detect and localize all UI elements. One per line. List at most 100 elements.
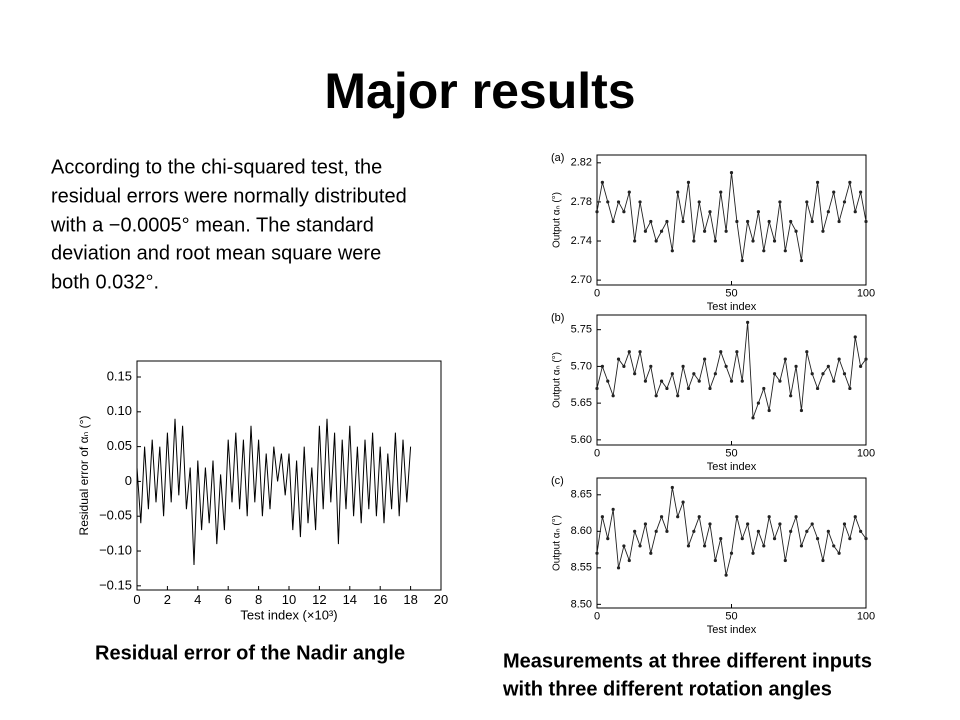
data-point (859, 190, 863, 194)
data-point (794, 364, 798, 369)
data-point (832, 190, 836, 194)
data-point (751, 239, 755, 243)
data-line (596, 322, 867, 418)
data-point (794, 515, 798, 519)
y-tick-label: −0.10 (99, 542, 132, 557)
data-point (740, 258, 744, 263)
data-point (633, 239, 637, 243)
x-tick-label: 0 (133, 592, 140, 607)
data-point (815, 180, 820, 184)
y-tick-label: 2.82 (571, 157, 592, 169)
data-point (762, 249, 766, 253)
data-point (676, 190, 680, 194)
panel-label: (c) (551, 475, 564, 487)
data-point (740, 537, 744, 541)
data-point (853, 210, 857, 214)
data-point (670, 372, 674, 376)
data-point (627, 350, 631, 354)
x-tick-label: 100 (857, 448, 875, 460)
x-axis-label: Test index (707, 461, 757, 473)
y-tick-label: 2.78 (571, 196, 592, 208)
data-point (772, 372, 777, 376)
data-point (643, 379, 648, 383)
data-point (799, 544, 804, 548)
y-tick-label: 8.65 (571, 489, 592, 501)
data-point (756, 529, 761, 533)
data-point (756, 210, 761, 214)
y-tick-label: 5.65 (571, 397, 592, 409)
data-point (692, 372, 696, 376)
x-tick-label: 4 (194, 592, 201, 607)
data-point (805, 350, 809, 354)
body-line: residual errors were normally distribute… (51, 185, 407, 207)
data-point (713, 239, 717, 243)
data-point (837, 219, 841, 224)
x-tick-label: 14 (343, 592, 357, 607)
data-point (789, 529, 793, 533)
y-tick-label: 8.50 (571, 598, 592, 610)
x-tick-label: 12 (312, 592, 326, 607)
data-point (735, 350, 739, 354)
data-point (815, 537, 820, 541)
data-point (649, 551, 653, 555)
x-tick-label: 18 (403, 592, 417, 607)
data-point (837, 551, 841, 555)
data-point (729, 551, 734, 555)
data-point (778, 522, 782, 526)
data-point (746, 219, 750, 224)
data-point (627, 558, 631, 563)
data-line (596, 487, 867, 576)
data-point (627, 190, 631, 194)
data-point (622, 544, 626, 548)
data-point (643, 229, 648, 233)
data-point (708, 210, 712, 214)
data-point (595, 551, 599, 555)
data-point (859, 364, 863, 369)
data-point (643, 522, 648, 526)
y-tick-label: −0.05 (99, 508, 132, 523)
x-tick-label: 50 (725, 611, 737, 623)
data-point (697, 379, 701, 383)
data-point (762, 544, 766, 548)
x-tick-label: 20 (434, 592, 448, 607)
x-axis-label: Test index (707, 301, 757, 313)
data-point (810, 219, 814, 224)
data-point (633, 529, 637, 533)
data-point (670, 485, 674, 490)
data-point (740, 379, 744, 383)
body-line: According to the chi-squared test, the (51, 156, 382, 178)
data-point (719, 190, 723, 194)
data-point (600, 515, 604, 519)
data-point (735, 219, 739, 224)
data-point (676, 515, 680, 519)
data-point (789, 394, 793, 398)
data-point (826, 364, 830, 369)
y-tick-label: 5.60 (571, 434, 592, 446)
data-point (821, 229, 825, 233)
data-point (756, 401, 761, 405)
data-point (676, 394, 680, 398)
data-point (633, 372, 637, 376)
data-point (783, 249, 787, 253)
x-tick-label: 0 (594, 448, 600, 460)
data-point (767, 219, 771, 224)
data-point (842, 522, 847, 526)
data-point (783, 357, 787, 361)
data-point (810, 372, 814, 376)
data-point (724, 229, 728, 233)
x-tick-label: 50 (725, 448, 737, 460)
data-point (815, 386, 820, 391)
data-point (805, 529, 809, 533)
data-point (692, 239, 696, 243)
data-point (600, 180, 604, 184)
data-point (864, 219, 868, 224)
data-point (729, 170, 734, 175)
y-tick-label: 2.74 (571, 235, 592, 247)
data-point (600, 364, 604, 369)
data-point (638, 544, 642, 548)
data-point (864, 537, 868, 541)
body-line: both 0.032°. (51, 271, 159, 293)
body-line: deviation and root mean square were (51, 242, 381, 264)
